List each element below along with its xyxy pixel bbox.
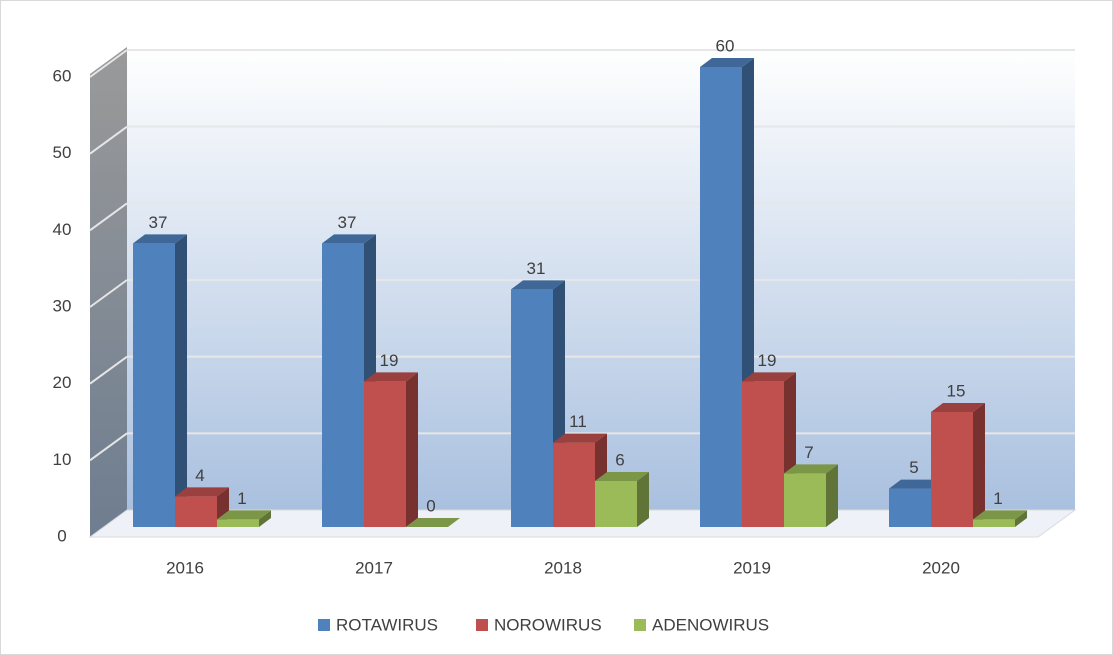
- y-tick-label: 60: [53, 66, 72, 85]
- value-label: 5: [909, 458, 918, 477]
- side-grid-line: [89, 279, 128, 308]
- bar: [973, 510, 1027, 527]
- bar-side: [259, 510, 271, 527]
- value-label: 60: [716, 36, 735, 55]
- bar-front: [742, 381, 784, 527]
- bar-side: [637, 472, 649, 527]
- value-label: 37: [149, 213, 168, 232]
- bar: [931, 403, 985, 527]
- value-label: 7: [804, 443, 813, 462]
- bar: [217, 510, 271, 527]
- legend-swatch: [318, 619, 330, 631]
- y-tick-label: 50: [53, 143, 72, 162]
- bar-top: [511, 280, 565, 290]
- x-tick-label: 2020: [922, 558, 960, 577]
- bar-side: [826, 464, 838, 527]
- bar-top: [595, 472, 649, 481]
- bar-front: [364, 381, 406, 527]
- legend-swatch: [476, 619, 488, 631]
- bar-front: [595, 481, 637, 527]
- bar-side: [1015, 510, 1027, 527]
- bar-top: [700, 58, 754, 67]
- value-label: 4: [195, 466, 204, 485]
- x-tick-label: 2019: [733, 558, 771, 577]
- bar: [595, 472, 649, 527]
- legend-label: ADENOWIRUS: [652, 615, 769, 634]
- side-grid-line: [89, 355, 128, 385]
- value-label: 37: [338, 213, 357, 232]
- value-label: 11: [569, 412, 587, 431]
- bar-front: [217, 519, 259, 527]
- bar-front: [175, 496, 217, 527]
- side-grid-line: [89, 432, 128, 462]
- x-tick-label: 2017: [355, 558, 393, 577]
- side-wall: [90, 47, 127, 537]
- legend-label: ROTAWIRUS: [336, 615, 438, 634]
- bar-front: [889, 488, 931, 527]
- bar-top: [931, 403, 985, 412]
- side-grid-line: [89, 125, 128, 155]
- x-tick-label: 2018: [544, 558, 582, 577]
- bar-top: [406, 518, 460, 527]
- x-tick-label: 2016: [166, 558, 204, 577]
- value-label: 6: [615, 450, 624, 469]
- bar: [175, 487, 229, 527]
- y-tick-label: 20: [53, 373, 72, 392]
- bar: [364, 372, 418, 527]
- bar-front: [700, 67, 742, 527]
- y-tick-label: 40: [53, 220, 72, 239]
- y-tick-label: 30: [53, 296, 72, 315]
- value-label: 19: [380, 351, 399, 370]
- bar-top: [784, 464, 838, 474]
- value-label: 1: [237, 489, 246, 508]
- bar-top: [175, 487, 229, 497]
- bar-top: [889, 479, 943, 489]
- y-tick-label: 10: [53, 450, 72, 469]
- bar-top: [973, 510, 1027, 520]
- bar-front: [784, 473, 826, 527]
- bar-front: [133, 243, 175, 528]
- bar-front: [973, 519, 1015, 527]
- value-label: 19: [758, 351, 777, 370]
- value-label: 0: [426, 496, 435, 515]
- bar-front: [322, 243, 364, 528]
- bar: [784, 464, 838, 527]
- bar-front: [553, 442, 595, 527]
- bar-top: [553, 433, 607, 443]
- bar-side: [175, 234, 187, 528]
- bar-side: [406, 372, 418, 527]
- bar-top: [217, 510, 271, 520]
- value-label: 31: [527, 259, 546, 278]
- legend-swatch: [634, 619, 646, 631]
- bar: [133, 234, 187, 528]
- bar-top: [133, 234, 187, 244]
- bar-side: [973, 403, 985, 527]
- legend-label: NOROWIRUS: [494, 615, 602, 634]
- bar-top: [322, 234, 376, 244]
- bar-front: [511, 289, 553, 527]
- value-label: 15: [947, 381, 966, 400]
- bar-front: [931, 412, 973, 527]
- bar-top: [364, 372, 418, 382]
- value-label: 1: [993, 489, 1002, 508]
- bar-top: [742, 372, 796, 382]
- side-grid-line: [89, 49, 128, 78]
- bar: [406, 518, 460, 527]
- y-tick-label: 0: [57, 526, 66, 545]
- side-grid-line: [89, 202, 128, 232]
